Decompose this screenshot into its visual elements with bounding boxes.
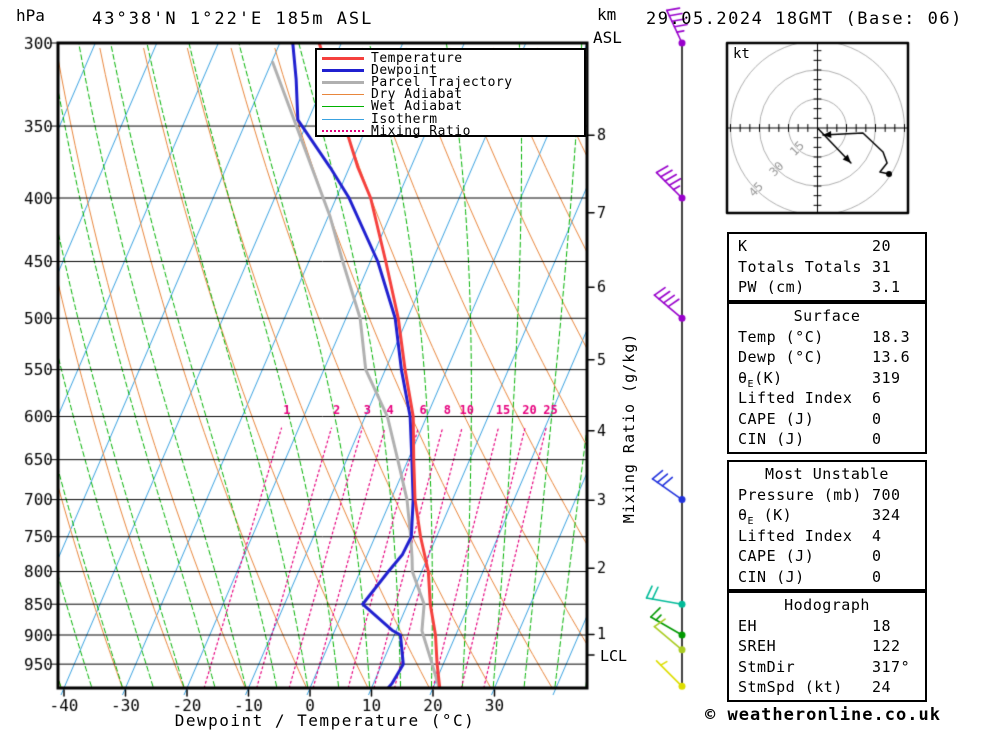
panel-row-label: EH: [738, 616, 758, 635]
legend-item-label: Parcel Trajectory: [371, 74, 513, 90]
panel-row-value: 319: [872, 368, 901, 387]
panel-title: Hodograph: [784, 596, 870, 614]
panel-title: Surface: [793, 307, 861, 325]
panel-row-label: StmDir: [738, 657, 796, 676]
legend-item-dewpoint: Dewpoint: [322, 62, 584, 78]
panel-row: CAPE (J) 0: [738, 546, 925, 567]
panel-row-value: 20: [872, 237, 892, 255]
panel-row-label: CAPE (J): [738, 409, 815, 428]
legend-line-sample: [322, 56, 364, 60]
panel-title: Most Unstable: [765, 465, 889, 483]
panel-row-label: PW (cm): [738, 278, 805, 296]
panel-row: StmDir 317°: [738, 657, 925, 678]
legend-line-sample: [322, 130, 364, 133]
legend-line-sample: [322, 106, 364, 108]
legend-item-parcel-trajectory: Parcel Trajectory: [322, 74, 584, 90]
panel-row-value: 0: [872, 409, 882, 428]
panel-row-value: 13.6: [872, 348, 911, 366]
run-datetime: 29.05.2024 18GMT (Base: 06): [646, 9, 963, 29]
legend-item-isotherm: Isotherm: [322, 111, 584, 127]
panel-row-value: 6: [872, 389, 882, 407]
copyright-text: © weatheronline.co.uk: [705, 705, 941, 725]
panel-row: Totals Totals 31: [738, 257, 925, 278]
panel-row-value: 18.3: [872, 327, 911, 346]
panel-row-value: 24: [872, 678, 892, 696]
legend-item-label: Temperature: [371, 50, 463, 66]
panel-row: Lifted Index 6: [738, 388, 925, 409]
panel-most-unstable: Most Unstable Pressure (mb) 700 θE (K) 324 Li…: [727, 460, 927, 591]
panel-row-label: Pressure (mb): [738, 485, 862, 504]
lcl-marker-label: LCL: [600, 647, 628, 665]
panel-row-label: CIN (J): [738, 430, 805, 448]
height-axis-unit-km: km: [597, 5, 617, 24]
legend-item-wet-adiabat: Wet Adiabat: [322, 99, 584, 115]
panel-row-value: 0: [872, 430, 882, 448]
panel-row: StmSpd (kt) 24: [738, 677, 925, 698]
panel-row-label: CIN (J): [738, 567, 805, 586]
panel-row: CAPE (J) 0: [738, 409, 925, 430]
panel-row-value: 4: [872, 526, 882, 545]
panel-indices: K 20 Totals Totals 31 PW (cm) 3.1: [727, 232, 927, 302]
panel-row: EH 18: [738, 616, 925, 637]
panel-hodograph-stats: Hodograph EH 18 SREH 122 StmDir 317° StmSpd (kt…: [727, 591, 927, 702]
panel-row: Dewp (°C) 13.6: [738, 347, 925, 368]
panel-row-label: Lifted Index: [738, 389, 853, 407]
panel-row-label: θE(K): [738, 368, 783, 390]
panel-row-label: SREH: [738, 637, 777, 655]
legend-line-sample: [322, 68, 364, 72]
legend-item-dry-adiabat: Dry Adiabat: [322, 87, 584, 103]
panel-row: PW (cm) 3.1: [738, 277, 925, 298]
panel-row: CIN (J) 0: [738, 567, 925, 588]
legend-item-label: Wet Adiabat: [371, 99, 463, 115]
legend-line-sample: [322, 80, 364, 84]
panel-row-label: CAPE (J): [738, 547, 815, 565]
mixing-ratio-axis-title: Mixing Ratio (g/kg): [620, 332, 638, 524]
panel-row-value: 18: [872, 616, 892, 635]
panel-row: θE (K) 324: [738, 505, 925, 527]
panel-row-value: 31: [872, 257, 892, 276]
panel-row-label: Dewp (°C): [738, 348, 824, 366]
panel-row: CIN (J) 0: [738, 429, 925, 450]
panel-row: Lifted Index 4: [738, 526, 925, 547]
panel-row: Pressure (mb) 700: [738, 485, 925, 506]
legend-item-label: Dry Adiabat: [371, 87, 463, 103]
legend-box: Temperature Dewpoint Parcel Trajectory Dry …: [315, 48, 586, 139]
panel-row-value: 122: [872, 637, 901, 655]
station-title: 43°38'N 1°22'E 185m ASL: [92, 9, 374, 29]
legend-item-label: Isotherm: [371, 111, 438, 127]
panel-row-label: Totals Totals: [738, 257, 862, 276]
legend-item-label: Dewpoint: [371, 62, 438, 78]
panel-row-value: 324: [872, 506, 901, 524]
panel-row-label: Temp (°C): [738, 327, 824, 346]
panel-row: θE(K) 319: [738, 368, 925, 390]
panel-row-label: K: [738, 237, 748, 255]
panel-row-value: 0: [872, 567, 882, 586]
panel-row-value: 700: [872, 485, 901, 504]
legend-line-sample: [322, 118, 364, 120]
panel-row-value: 0: [872, 547, 882, 565]
panel-surface: Surface Temp (°C) 18.3 Dewp (°C) 13.6 θE(K) 31…: [727, 302, 927, 454]
panel-row-label: StmSpd (kt): [738, 678, 843, 696]
hodograph-unit-label: kt: [733, 46, 750, 62]
height-axis-unit-asl: ASL: [593, 28, 622, 47]
panel-row: K 20: [738, 236, 925, 257]
panel-row-label: Lifted Index: [738, 526, 853, 545]
temperature-axis-title: Dewpoint / Temperature (°C): [174, 711, 476, 730]
panel-row-label: θE (K): [738, 506, 793, 527]
legend-item-label: Mixing Ratio: [371, 123, 471, 139]
legend-line-sample: [322, 94, 364, 96]
panel-row-value: 317°: [872, 657, 911, 676]
panel-row-value: 3.1: [872, 278, 901, 296]
panel-row: Temp (°C) 18.3: [738, 327, 925, 348]
panel-row: SREH 122: [738, 636, 925, 657]
legend-item-mixing-ratio: Mixing Ratio: [322, 123, 584, 139]
legend-item-temperature: Temperature: [322, 50, 584, 66]
pressure-axis-unit: hPa: [16, 6, 45, 25]
